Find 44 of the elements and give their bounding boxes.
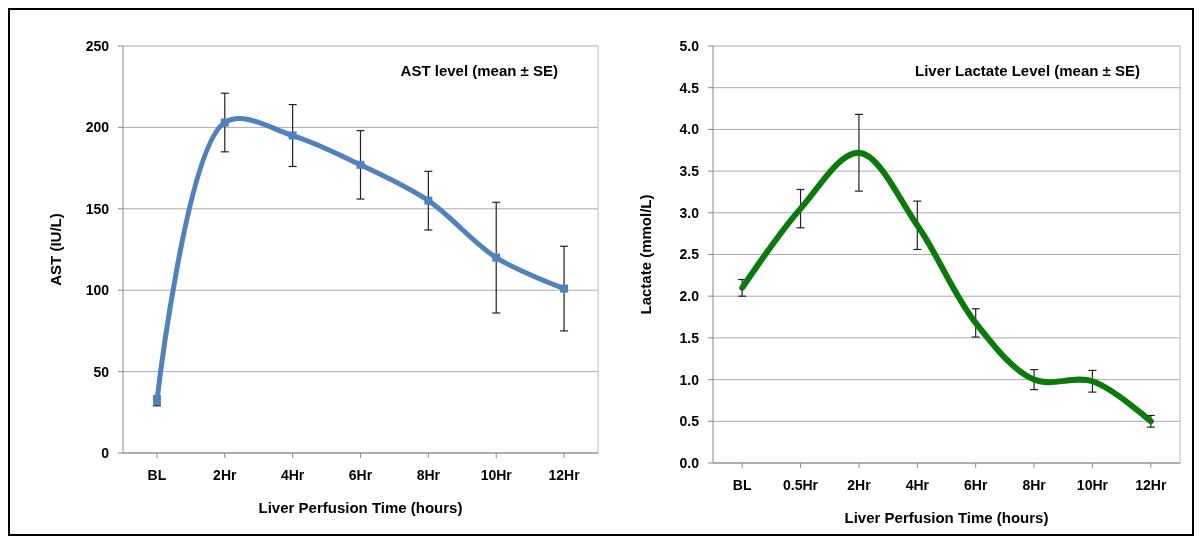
y-axis-title: Lactate (mmol/L) <box>637 194 654 315</box>
text: AST level (mean ± SE) <box>400 62 558 79</box>
text: Liver Lactate Level (mean ± SE) <box>915 62 1140 79</box>
x-axis-title: Liver Perfusion Time (hours) <box>844 509 1049 526</box>
x-tick-label: BL <box>147 467 167 483</box>
y-tick-label: 0.5 <box>679 413 700 430</box>
x-tick-label: BL <box>732 477 752 493</box>
x-tick-label: 8Hr <box>416 467 441 483</box>
x-tick-label: 10Hr <box>480 467 513 483</box>
point <box>424 196 433 205</box>
y-tick-label: 200 <box>85 119 110 136</box>
x-axis-title: Liver Perfusion Time (hours) <box>258 499 463 516</box>
point <box>492 253 501 262</box>
y-tick-label: 1.0 <box>679 371 700 388</box>
y-tick-label: 0 <box>101 444 110 461</box>
y-tick-label: 250 <box>85 37 110 54</box>
point <box>288 131 297 140</box>
x-tick-label: 6Hr <box>348 467 373 483</box>
x-tick-label: 8Hr <box>1022 477 1047 493</box>
x-tick-label: 4Hr <box>280 467 305 483</box>
x-tick-label: 0.5Hr <box>783 477 819 493</box>
y-tick-label: 100 <box>85 282 110 299</box>
x-tick-label: 6Hr <box>964 477 988 493</box>
y-tick-label: 3.5 <box>679 163 700 179</box>
x-tick-label: 12Hr <box>1135 477 1167 493</box>
x-tick-label: 4Hr <box>905 477 930 493</box>
x-tick-label: 12Hr <box>548 467 581 483</box>
y-tick-label: 5.0 <box>679 37 700 54</box>
y-tick-label: 50 <box>93 363 110 380</box>
point <box>560 284 569 293</box>
point <box>356 160 365 169</box>
y-tick-label: 4.0 <box>679 121 700 138</box>
y-axis-title: AST (IU/L) <box>47 213 64 286</box>
point <box>220 118 229 127</box>
x-tick-label: 10Hr <box>1076 477 1109 493</box>
y-tick-label: 150 <box>85 200 110 217</box>
x-tick-label: 2Hr <box>847 477 872 493</box>
y-tick-label: 3.0 <box>679 204 700 221</box>
y-tick-label: 4.5 <box>679 79 700 96</box>
y-tick-label: 2.0 <box>679 288 700 305</box>
y-tick-label: 1.5 <box>679 329 700 346</box>
y-tick-label: 0.0 <box>679 454 700 471</box>
x-tick-label: 2Hr <box>213 467 237 483</box>
y-tick-label: 2.5 <box>679 246 700 263</box>
